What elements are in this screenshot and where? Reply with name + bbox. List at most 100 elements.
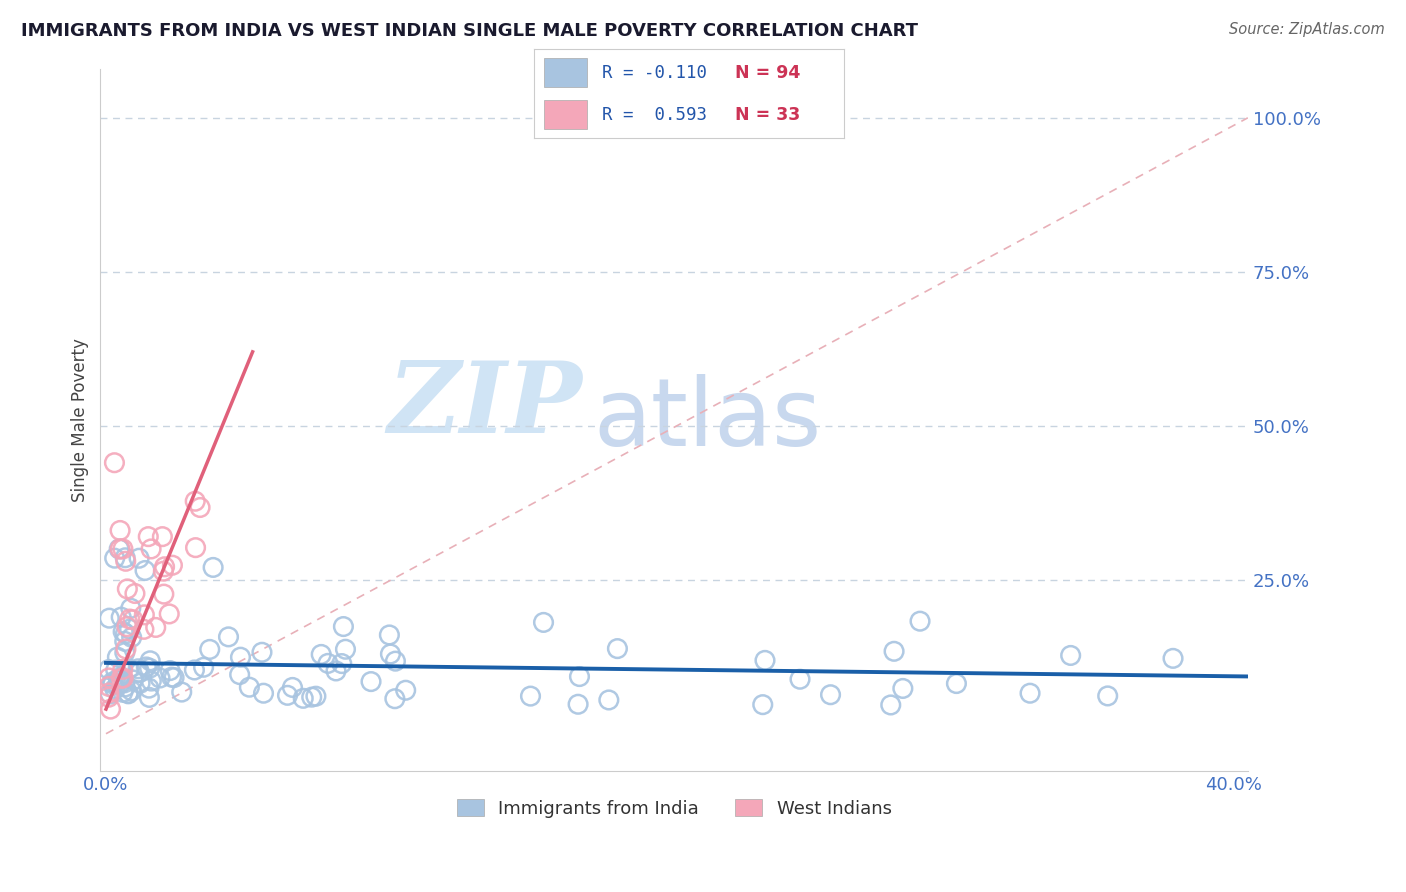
Point: [908, 614, 931, 628]
Point: [160, 670, 183, 684]
Point: [97, 680, 120, 694]
Point: [97, 686, 120, 700]
Point: [134, 607, 156, 622]
Point: [136, 530, 159, 544]
Point: [606, 641, 628, 656]
Point: [100, 702, 122, 716]
Point: [309, 648, 332, 662]
Point: [384, 691, 406, 706]
Legend: Immigrants from India, West Indians: Immigrants from India, West Indians: [450, 792, 898, 825]
Point: [134, 564, 156, 578]
Point: [380, 647, 402, 661]
Point: [276, 689, 298, 703]
Point: [820, 688, 842, 702]
Point: [1019, 686, 1042, 700]
Y-axis label: Single Male Poverty: Single Male Poverty: [72, 338, 89, 501]
Point: [149, 671, 172, 685]
Point: [132, 623, 155, 637]
Point: [122, 673, 145, 687]
Point: [128, 665, 150, 680]
Point: [111, 541, 134, 556]
Point: [301, 690, 323, 705]
Point: [145, 620, 167, 634]
Point: [117, 686, 139, 700]
Point: [883, 644, 905, 658]
Point: [117, 582, 139, 596]
Point: [108, 541, 131, 556]
Point: [121, 683, 143, 698]
Point: [568, 669, 591, 683]
Point: [98, 687, 121, 701]
Point: [533, 615, 555, 630]
Point: [1161, 651, 1184, 665]
Point: [163, 671, 186, 685]
Point: [138, 690, 160, 705]
Point: [111, 685, 134, 699]
Point: [104, 551, 127, 566]
Point: [198, 642, 221, 657]
Point: [139, 654, 162, 668]
Point: [129, 676, 152, 690]
Point: [229, 650, 252, 665]
Point: [118, 662, 141, 676]
Point: [305, 690, 328, 704]
Point: [332, 619, 354, 633]
Point: [120, 601, 142, 615]
Text: ZIP: ZIP: [387, 358, 582, 454]
Point: [170, 685, 193, 699]
Point: [128, 551, 150, 566]
Point: [159, 664, 181, 678]
Point: [114, 634, 136, 648]
Point: [127, 665, 149, 680]
Point: [104, 663, 127, 677]
Point: [112, 671, 135, 685]
Point: [118, 622, 141, 636]
Point: [395, 683, 418, 698]
Point: [378, 628, 401, 642]
Text: N = 33: N = 33: [735, 106, 800, 124]
FancyBboxPatch shape: [544, 58, 586, 87]
Point: [117, 687, 139, 701]
Point: [110, 610, 132, 624]
Point: [384, 654, 406, 668]
Point: [292, 691, 315, 706]
Point: [152, 564, 174, 578]
Point: [335, 642, 357, 657]
Point: [153, 559, 176, 574]
Point: [114, 626, 136, 640]
Point: [103, 456, 125, 470]
Point: [1097, 689, 1119, 703]
Point: [188, 500, 211, 515]
Point: [118, 612, 141, 626]
Point: [162, 558, 184, 573]
Point: [114, 646, 136, 660]
Point: [1059, 648, 1081, 663]
Point: [880, 698, 903, 712]
Point: [141, 674, 163, 689]
Point: [754, 653, 776, 667]
Point: [139, 541, 162, 556]
Point: [108, 524, 131, 538]
Point: [138, 661, 160, 675]
Point: [101, 677, 124, 691]
Point: [330, 657, 353, 671]
Point: [789, 672, 811, 686]
Point: [228, 667, 250, 681]
Text: IMMIGRANTS FROM INDIA VS WEST INDIAN SINGLE MALE POVERTY CORRELATION CHART: IMMIGRANTS FROM INDIA VS WEST INDIAN SIN…: [21, 22, 918, 40]
Text: R =  0.593: R = 0.593: [602, 106, 707, 124]
Point: [101, 675, 124, 690]
Point: [157, 607, 180, 621]
Point: [316, 657, 339, 671]
Point: [104, 681, 127, 696]
Point: [891, 681, 914, 696]
Point: [193, 660, 215, 674]
Point: [115, 642, 138, 657]
Point: [751, 698, 773, 712]
Point: [184, 541, 207, 555]
Point: [598, 693, 620, 707]
Point: [97, 671, 120, 685]
Point: [153, 587, 176, 601]
Point: [121, 631, 143, 645]
Point: [183, 663, 205, 677]
Point: [945, 676, 967, 690]
